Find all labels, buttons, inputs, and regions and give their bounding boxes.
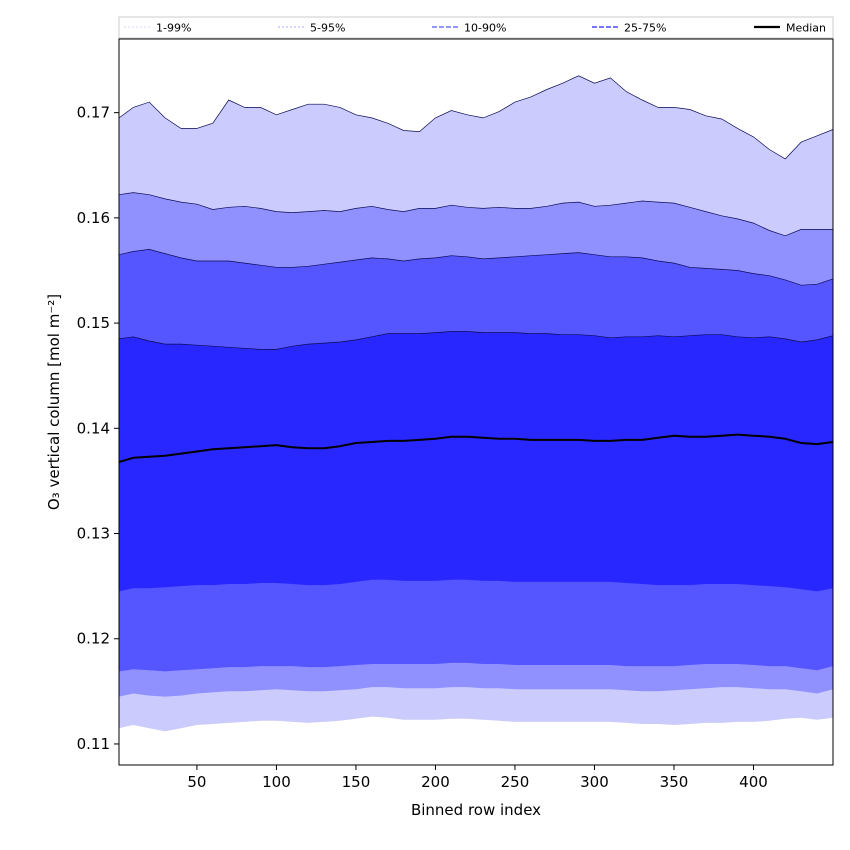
y-tick-label: 0.16 xyxy=(77,209,110,227)
band-1-upper-edge xyxy=(118,75,834,160)
band-2-upper-edge xyxy=(118,192,833,237)
x-tick-label: 350 xyxy=(660,773,689,791)
legend: 1-99% 5-95% 10-90% 25-75% Median xyxy=(118,16,834,39)
x-tick-label: 100 xyxy=(262,773,291,791)
y-tick-label: 0.12 xyxy=(77,630,110,648)
x-tick-label: 400 xyxy=(739,773,768,791)
x-tick-label: 300 xyxy=(580,773,609,791)
legend-box xyxy=(118,16,834,39)
y-tick-label: 0.13 xyxy=(77,525,110,543)
y-tick-label: 0.11 xyxy=(77,735,110,753)
legend-label: 5-95% xyxy=(310,22,345,35)
band-4-upper-edge xyxy=(118,331,834,350)
y-tick-label: 0.14 xyxy=(77,419,110,437)
y-axis-label: O₃ vertical column [mol m⁻²] xyxy=(45,294,63,510)
legend-label: Median xyxy=(786,22,826,35)
x-tick-label: 200 xyxy=(421,773,450,791)
x-tick-label: 250 xyxy=(501,773,530,791)
y-tick-label: 0.17 xyxy=(77,104,110,122)
median-layer xyxy=(118,433,834,463)
x-axis-label: Binned row index xyxy=(411,801,541,819)
legend-label: 25-75% xyxy=(624,22,666,35)
y-tick-label: 0.15 xyxy=(77,314,110,332)
bands-layer xyxy=(119,75,833,732)
band-edges-layer xyxy=(118,75,834,350)
band-25-to-75-area xyxy=(119,331,833,592)
legend-label: 10-90% xyxy=(464,22,506,35)
x-axis-ticks: 50 100 150 200 250 300 350 400 xyxy=(187,765,768,791)
plot-frame xyxy=(118,38,834,766)
legend-label: 1-99% xyxy=(156,22,191,35)
band-3-upper-edge xyxy=(118,249,834,286)
y-axis-ticks: 0.11 0.12 0.13 0.14 0.15 0.16 0.17 xyxy=(77,104,119,753)
x-tick-label: 50 xyxy=(187,773,206,791)
x-tick-label: 150 xyxy=(342,773,371,791)
median-line xyxy=(118,433,834,463)
